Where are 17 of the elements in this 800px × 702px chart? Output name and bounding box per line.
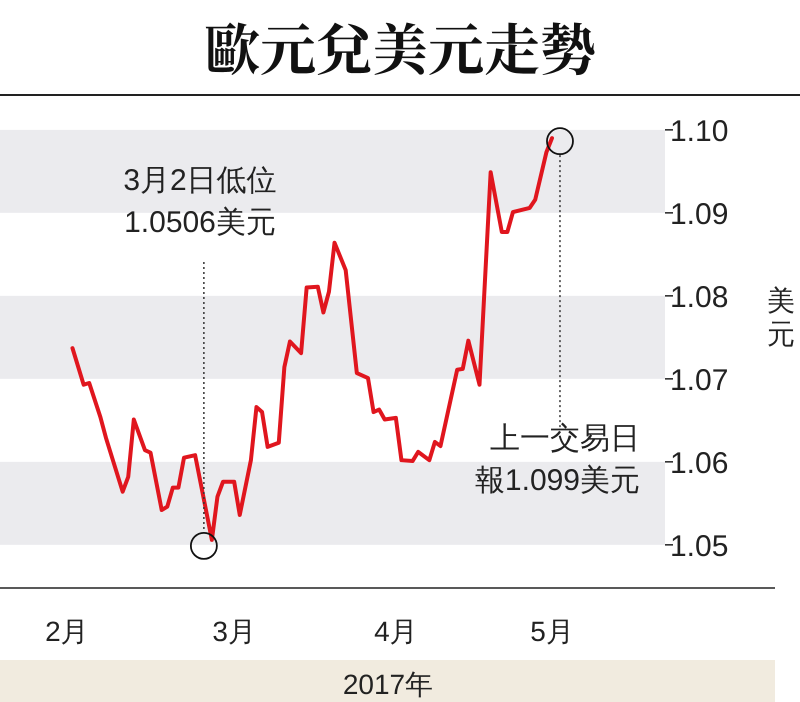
y-axis-title: 美元 <box>767 285 795 350</box>
y-tick-label: 1.10 <box>670 114 728 148</box>
chart-title: 歐元兌美元走勢 <box>204 7 596 87</box>
x-tick-label: 2月 <box>45 616 89 647</box>
y-tick-label: 1.06 <box>670 446 728 480</box>
x-axis-title: 2017年 <box>342 669 434 700</box>
x-tick-label: 3月 <box>212 616 256 647</box>
y-tick-label: 1.05 <box>670 530 728 563</box>
annotation: 上一交易日 <box>490 422 640 455</box>
annotation: 3月2日低位 <box>123 164 277 197</box>
y-tick-label: 1.08 <box>670 280 728 314</box>
x-tick-label: 4月 <box>374 616 418 647</box>
annotation: 1.0506美元 <box>124 206 276 239</box>
y-tick-label: 1.07 <box>670 364 728 397</box>
x-tick-label: 5月 <box>530 616 574 647</box>
annotation: 報1.099美元 <box>474 464 640 497</box>
y-tick-label: 1.09 <box>670 198 728 231</box>
